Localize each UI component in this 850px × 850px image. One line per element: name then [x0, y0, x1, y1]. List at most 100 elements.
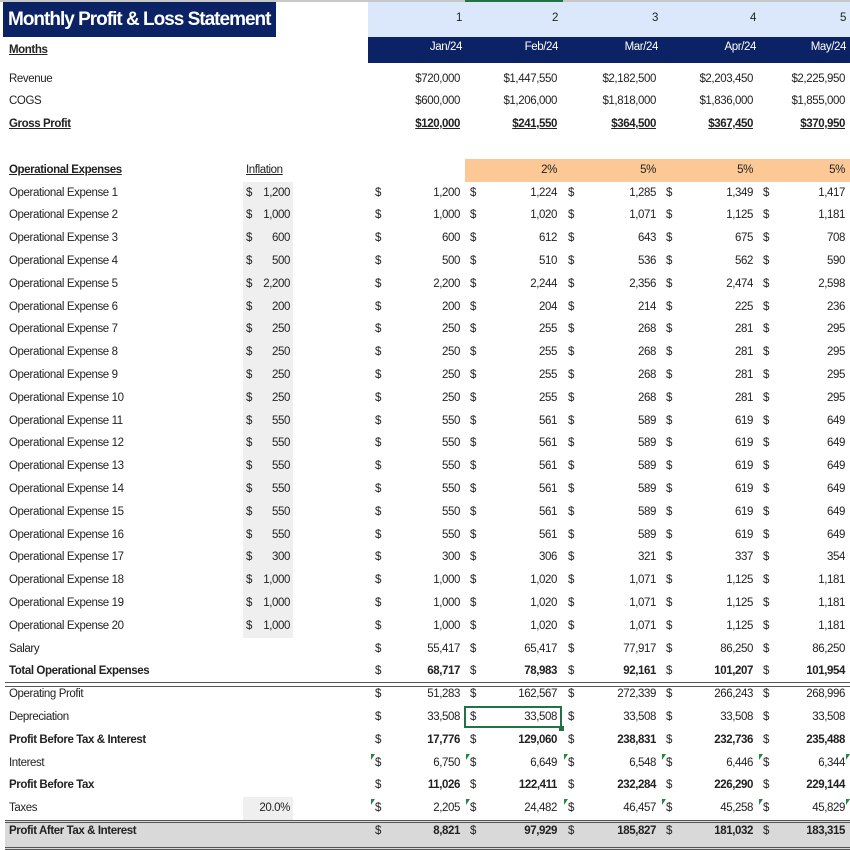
base-amount[interactable]: $1,000: [243, 614, 293, 638]
cell-value[interactable]: 2,598: [818, 277, 845, 290]
inflation-rate[interactable]: 5%: [829, 163, 845, 176]
base-amount[interactable]: $550: [243, 478, 293, 501]
cell-value[interactable]: 550: [442, 437, 460, 450]
cell-value[interactable]: 51,283: [427, 688, 460, 701]
cell-value[interactable]: 268,996: [806, 688, 845, 701]
cell-value[interactable]: 204: [539, 300, 557, 313]
cell-value[interactable]: 238,831: [617, 733, 656, 746]
cell-value[interactable]: $370,950: [800, 118, 845, 131]
selected-cell[interactable]: [464, 706, 562, 728]
cell-value[interactable]: 214: [638, 300, 656, 313]
cell-value[interactable]: $2,203,450: [699, 72, 753, 85]
inflation-rate[interactable]: 5%: [640, 163, 656, 176]
cell-value[interactable]: 33,508: [812, 711, 845, 723]
cell-value[interactable]: 1,125: [726, 597, 753, 609]
cell-value[interactable]: 2,356: [629, 277, 656, 290]
base-amount[interactable]: $550: [243, 455, 293, 478]
cell-value[interactable]: 561: [539, 505, 557, 518]
cell-value[interactable]: 619: [735, 437, 753, 450]
cell-value[interactable]: 250: [442, 346, 460, 359]
cell-value[interactable]: 1,181: [818, 619, 845, 632]
cell-value[interactable]: 200: [442, 300, 460, 313]
cell-value[interactable]: 232,736: [714, 733, 753, 746]
cell-value[interactable]: 1,020: [530, 597, 557, 609]
cell-value[interactable]: 1,020: [530, 574, 557, 587]
cell-value[interactable]: 649: [827, 505, 845, 518]
cell-value[interactable]: 33,508: [427, 711, 460, 723]
base-amount[interactable]: $500: [243, 250, 293, 273]
cell-value[interactable]: 6,344: [818, 756, 845, 769]
cell-value[interactable]: 354: [827, 551, 845, 564]
cell-value[interactable]: 295: [827, 323, 845, 336]
base-amount[interactable]: $1,000: [243, 592, 293, 615]
cell-value[interactable]: 17,776: [427, 733, 460, 746]
cell-value[interactable]: 250: [442, 369, 460, 381]
cell-value[interactable]: 500: [442, 255, 460, 267]
cell-value[interactable]: 1,200: [433, 186, 460, 199]
cell-value[interactable]: 1,000: [433, 597, 460, 609]
cell-value[interactable]: $2,225,950: [791, 72, 845, 85]
cell-value[interactable]: 129,060: [518, 733, 557, 746]
cell-value[interactable]: 2,205: [433, 802, 460, 815]
cell-value[interactable]: 250: [442, 391, 460, 404]
cell-value[interactable]: 1,181: [818, 574, 845, 587]
cell-value[interactable]: 561: [539, 528, 557, 541]
cell-value[interactable]: 181,032: [714, 825, 753, 837]
cell-value[interactable]: 619: [735, 414, 753, 427]
cell-value[interactable]: 1,125: [726, 574, 753, 587]
cell-value[interactable]: 550: [442, 483, 460, 495]
cell-value[interactable]: 1,125: [726, 209, 753, 222]
cell-value[interactable]: 1,000: [433, 209, 460, 222]
cell-value[interactable]: 68,717: [427, 665, 460, 678]
cell-value[interactable]: 2,474: [726, 277, 753, 290]
cell-value[interactable]: 46,457: [623, 802, 656, 815]
cell-value[interactable]: 1,417: [818, 186, 845, 199]
cell-value[interactable]: 122,411: [518, 779, 558, 792]
cell-value[interactable]: 589: [638, 505, 656, 518]
cell-value[interactable]: 1,071: [629, 597, 656, 609]
cell-value[interactable]: 97,929: [524, 825, 557, 837]
cell-value[interactable]: 55,417: [427, 642, 460, 655]
cell-value[interactable]: 6,750: [433, 756, 460, 769]
cell-value[interactable]: 6,446: [726, 756, 753, 769]
cell-value[interactable]: $120,000: [415, 118, 460, 131]
cell-value[interactable]: 589: [638, 528, 656, 541]
cell-value[interactable]: 92,161: [623, 665, 656, 678]
cell-value[interactable]: 33,508: [720, 711, 753, 723]
cell-value[interactable]: 86,250: [720, 642, 753, 655]
cell-value[interactable]: 643: [638, 232, 656, 245]
cell-value[interactable]: 266,243: [714, 688, 753, 701]
cell-value[interactable]: 619: [735, 505, 753, 518]
cell-value[interactable]: 550: [442, 505, 460, 518]
cell-value[interactable]: 6,649: [530, 756, 557, 769]
cell-value[interactable]: 281: [735, 391, 753, 404]
cell-value[interactable]: 649: [827, 414, 845, 427]
base-amount[interactable]: $250: [243, 341, 293, 364]
cell-value[interactable]: 612: [539, 232, 557, 245]
cell-value[interactable]: 1,349: [726, 186, 753, 199]
base-amount[interactable]: $550: [243, 523, 293, 547]
inflation-rate[interactable]: 5%: [737, 163, 753, 176]
cell-value[interactable]: 101,207: [714, 665, 753, 678]
base-amount[interactable]: $250: [243, 386, 293, 410]
cell-value[interactable]: 268: [638, 323, 656, 336]
cell-value[interactable]: 589: [638, 483, 656, 495]
cell-value[interactable]: $241,550: [512, 118, 557, 131]
cell-value[interactable]: 1,285: [629, 186, 656, 199]
cell-value[interactable]: 281: [735, 323, 753, 336]
cell-value[interactable]: 1,020: [530, 619, 557, 632]
base-amount[interactable]: $1,200: [243, 181, 293, 205]
cell-value[interactable]: 236: [827, 300, 845, 313]
cell-value[interactable]: 1,000: [433, 574, 460, 587]
base-amount[interactable]: $250: [243, 318, 293, 342]
cell-value[interactable]: 1,071: [629, 209, 656, 222]
cell-value[interactable]: 550: [442, 460, 460, 473]
cell-value[interactable]: 1,181: [818, 209, 845, 222]
cell-value[interactable]: 1,125: [726, 619, 753, 632]
cell-value[interactable]: 1,181: [818, 597, 845, 609]
cell-value[interactable]: $1,855,000: [791, 95, 845, 108]
base-amount[interactable]: $1,000: [243, 569, 293, 592]
cell-value[interactable]: 561: [539, 483, 557, 495]
cell-value[interactable]: $364,500: [611, 118, 656, 131]
cell-value[interactable]: 561: [539, 437, 557, 450]
